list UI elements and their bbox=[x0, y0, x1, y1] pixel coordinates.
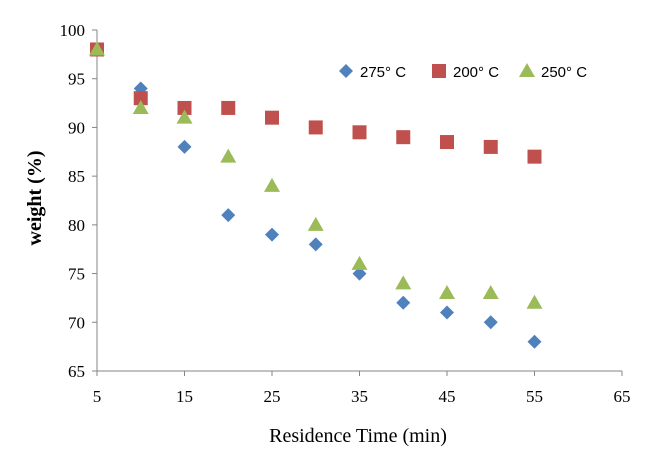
data-point-square bbox=[396, 130, 411, 145]
y-tick-label: 100 bbox=[60, 21, 86, 40]
y-tick-label: 90 bbox=[68, 118, 85, 137]
x-tick-label: 55 bbox=[526, 387, 543, 406]
x-tick-label: 35 bbox=[351, 387, 368, 406]
y-tick-label: 95 bbox=[68, 70, 85, 89]
data-point-square bbox=[440, 135, 454, 150]
data-point-triangle bbox=[132, 99, 149, 114]
data-point-diamond bbox=[396, 295, 411, 310]
data-point-triangle bbox=[176, 109, 193, 124]
data-point-square bbox=[483, 139, 498, 154]
data-point-triangle bbox=[351, 255, 368, 270]
data-point-diamond bbox=[440, 305, 454, 320]
data-point-triangle bbox=[307, 216, 324, 231]
data-point-square bbox=[527, 149, 542, 164]
axes bbox=[96, 30, 622, 372]
y-tick-label: 85 bbox=[68, 167, 85, 186]
y-tick-label: 65 bbox=[68, 362, 85, 381]
data-point-diamond bbox=[177, 139, 192, 154]
data-point-diamond bbox=[221, 208, 236, 223]
data-point-square bbox=[177, 100, 192, 115]
data-point-diamond bbox=[308, 237, 323, 252]
data-point-diamond bbox=[527, 334, 542, 349]
legend: 275° C 200° C 250° C bbox=[339, 63, 587, 81]
y-tick-label: 75 bbox=[68, 265, 85, 284]
data-point-square bbox=[265, 110, 279, 125]
y-axis-label: weight (%) bbox=[24, 151, 46, 246]
data-point-diamond bbox=[483, 315, 498, 330]
series-square bbox=[90, 42, 542, 164]
legend-marker-square bbox=[432, 64, 446, 78]
data-point-square bbox=[308, 120, 323, 135]
data-point-square bbox=[221, 100, 236, 115]
data-points bbox=[89, 41, 543, 349]
series-diamond bbox=[90, 42, 542, 349]
x-axis-ticks: 5 15 25 35 45 55 65 bbox=[93, 371, 631, 406]
data-point-diamond bbox=[265, 227, 279, 242]
x-tick-label: 25 bbox=[264, 387, 281, 406]
legend-label: 250° C bbox=[541, 64, 587, 81]
data-point-triangle bbox=[220, 148, 237, 163]
data-point-triangle bbox=[526, 294, 543, 309]
data-point-square bbox=[352, 125, 367, 140]
data-point-triangle bbox=[439, 285, 455, 300]
legend-marker-triangle bbox=[519, 63, 535, 77]
data-point-triangle bbox=[482, 285, 499, 300]
x-tick-label: 5 bbox=[93, 387, 102, 406]
data-point-square bbox=[133, 91, 148, 106]
data-point-triangle bbox=[395, 275, 412, 290]
y-tick-label: 70 bbox=[68, 313, 85, 332]
legend-label: 275° C bbox=[360, 64, 406, 81]
legend-marker-diamond bbox=[339, 64, 353, 78]
x-tick-label: 15 bbox=[176, 387, 193, 406]
data-point-triangle bbox=[89, 41, 105, 56]
data-point-diamond bbox=[352, 266, 367, 281]
legend-label: 200° C bbox=[453, 64, 499, 81]
y-tick-label: 80 bbox=[68, 216, 85, 235]
x-tick-label: 45 bbox=[439, 387, 456, 406]
data-point-triangle bbox=[264, 177, 280, 192]
x-axis-label: Residence Time (min) bbox=[269, 425, 447, 447]
x-tick-label: 65 bbox=[614, 387, 631, 406]
y-axis-ticks: 65 70 75 80 85 90 95 100 bbox=[60, 21, 97, 381]
series-triangle bbox=[89, 41, 543, 309]
